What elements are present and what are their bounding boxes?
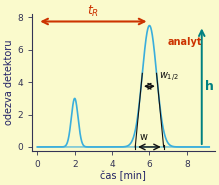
Y-axis label: odezva detektoru: odezva detektoru xyxy=(4,40,14,125)
Text: w: w xyxy=(140,132,148,142)
Text: h: h xyxy=(205,80,214,93)
X-axis label: čas [min]: čas [min] xyxy=(100,170,146,181)
Text: $t_R$: $t_R$ xyxy=(87,4,99,19)
Text: $w_{1/2}$: $w_{1/2}$ xyxy=(159,71,179,84)
Text: analyt: analyt xyxy=(168,37,203,47)
